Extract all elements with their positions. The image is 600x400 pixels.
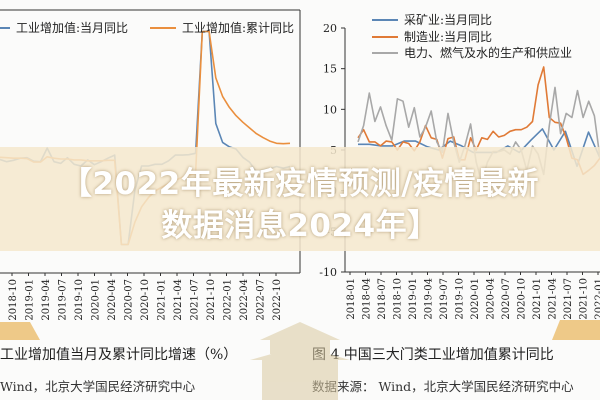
legend-label-1: 采矿业:当月同比 — [404, 13, 492, 27]
x-tick-label: 2019-07 — [439, 278, 450, 320]
x-tick-label: 2021-04 — [173, 279, 184, 321]
y-tick-label: 10 — [323, 103, 337, 116]
title-banner — [0, 147, 600, 251]
x-tick-label: 2018-04 — [362, 278, 373, 320]
x-tick-label: 2019-07 — [58, 279, 69, 321]
x-tick-label: 2020-04 — [486, 278, 497, 320]
x-tick-label: 2019-01 — [25, 279, 36, 321]
legend-label-3: 电力、燃气及水的生产和供应业 — [404, 45, 572, 60]
x-tick-label: 2019-10 — [455, 278, 466, 320]
legend-label-2: 工业增加值:累计同比 — [182, 20, 294, 35]
x-tick-label: 2018-10 — [393, 278, 404, 320]
legend-label-1: 工业增加值:当月同比 — [16, 20, 128, 35]
x-tick-label: 2022-01 — [594, 278, 600, 320]
y-tick-label: -10 — [319, 266, 337, 279]
x-tick-label: 2021-07 — [190, 279, 201, 321]
y-tick-label: 20 — [323, 22, 337, 35]
x-tick-label: 2022-01 — [223, 279, 234, 321]
x-tick-label: 2019-01 — [408, 278, 419, 320]
x-tick-label: 2019-04 — [41, 279, 52, 321]
left-figure-source: Wind，北京大学国民经济研究中心 — [0, 379, 196, 394]
x-tick-label: 2020-04 — [107, 279, 118, 321]
x-tick-label: 2022-04 — [239, 279, 250, 321]
x-tick-label: 2022-07 — [256, 279, 267, 321]
x-tick-label: 2019-10 — [74, 279, 85, 321]
banner-title-line-2: 数据消息2024年】 — [161, 208, 439, 244]
banner-title-line-1: 【2022年最新疫情预测/疫情最新 — [60, 166, 540, 202]
right-figure-source: 数据来源： Wind，北京大学国民经济研究中心 — [312, 379, 574, 394]
x-tick-label: 2020-01 — [470, 278, 481, 320]
x-tick-label: 2018-01 — [346, 278, 357, 320]
x-tick-label: 2021-01 — [532, 278, 543, 320]
x-tick-label: 2020-07 — [124, 279, 135, 321]
x-tick-label: 2020-10 — [140, 279, 151, 321]
x-tick-label: 2020-10 — [517, 278, 528, 320]
legend-label-2: 制造业:当月同比 — [404, 30, 492, 44]
x-tick-label: 2019-04 — [424, 278, 435, 320]
x-tick-label: 2021-04 — [548, 278, 559, 320]
x-tick-label: 2018-10 — [8, 279, 19, 321]
x-tick-label: 2020-07 — [501, 278, 512, 320]
left-figure-caption: 工业增加值当月及累计同比增速（%） — [0, 347, 238, 363]
x-tick-label: 2021-07 — [563, 278, 574, 320]
x-tick-label: 2021-10 — [206, 279, 217, 321]
x-tick-label: 2018-07 — [377, 278, 388, 320]
x-tick-label: 2021-10 — [579, 278, 590, 320]
x-tick-label: 2020-01 — [91, 279, 102, 321]
x-tick-label: 2022-10 — [272, 279, 283, 321]
x-tick-label: 2021-01 — [157, 279, 168, 321]
y-tick-label: 15 — [323, 63, 337, 76]
right-figure-caption: 图 4 中国三大门类工业增加值累计同比 — [312, 347, 554, 363]
